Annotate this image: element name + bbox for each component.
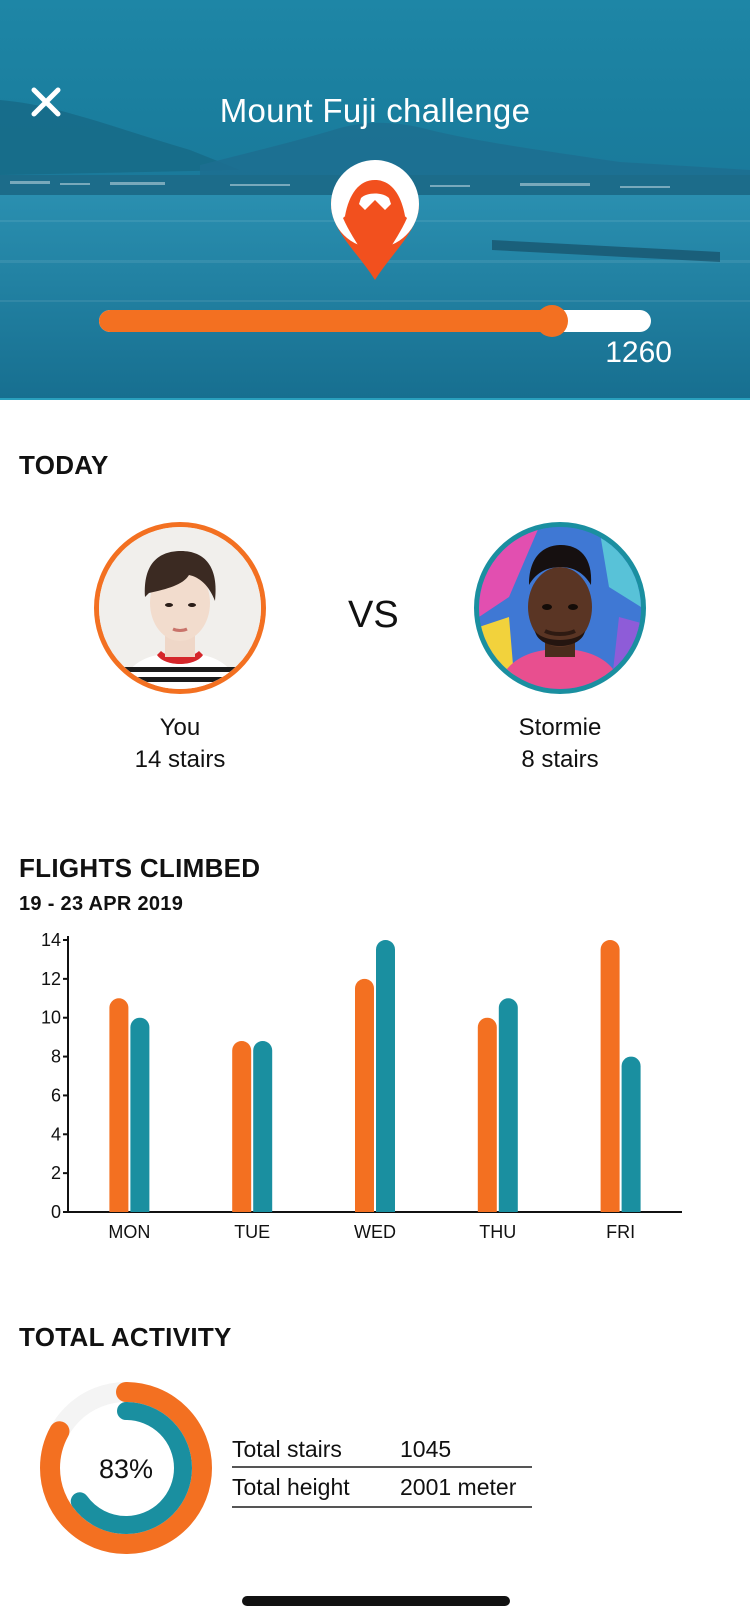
x-tick-label: THU bbox=[479, 1222, 516, 1242]
bar-wed-series-2 bbox=[376, 940, 395, 1212]
versus-label: VS bbox=[348, 594, 399, 636]
challenge-progress-bar bbox=[99, 305, 651, 337]
bar-fri-series-1 bbox=[600, 940, 620, 1212]
stat-label: Total stairs bbox=[232, 1435, 342, 1462]
bar-mon-series-2 bbox=[130, 1017, 150, 1212]
home-indicator[interactable] bbox=[242, 1596, 510, 1606]
close-icon bbox=[31, 87, 61, 117]
bar-fri-series-2 bbox=[621, 1056, 641, 1212]
close-button[interactable] bbox=[28, 84, 64, 120]
y-tick-label: 0 bbox=[51, 1202, 61, 1222]
x-tick-label: TUE bbox=[234, 1222, 270, 1242]
stat-value: 2001 meter bbox=[400, 1473, 517, 1500]
challenge-header: Mount Fuji challenge 1260 bbox=[0, 0, 750, 400]
y-tick-label: 4 bbox=[51, 1124, 61, 1144]
x-tick-label: WED bbox=[354, 1222, 396, 1242]
mountain-pin-icon bbox=[331, 160, 419, 280]
bar-tue-series-2 bbox=[253, 1041, 273, 1212]
donut-outer-arc bbox=[40, 1382, 212, 1554]
stat-value: 1045 bbox=[400, 1435, 452, 1462]
total-activity-title: TOTAL ACTIVITY bbox=[19, 1322, 232, 1352]
avatar-stormie[interactable] bbox=[474, 522, 646, 694]
player-stormie-stairs: 8 stairs bbox=[521, 746, 599, 773]
activity-stats-table: Total stairs 1045 Total height 2001 mete… bbox=[232, 1432, 532, 1508]
stat-row-height: Total height 2001 meter bbox=[232, 1468, 532, 1508]
donut-inner-arc bbox=[60, 1402, 192, 1534]
progress-knob bbox=[535, 305, 568, 337]
y-tick-label: 10 bbox=[41, 1008, 61, 1028]
avatar-you-image bbox=[99, 527, 261, 689]
bar-mon-series-1 bbox=[109, 998, 129, 1212]
today-title: TODAY bbox=[19, 450, 109, 480]
x-tick-label: FRI bbox=[606, 1222, 635, 1242]
activity-donut-chart bbox=[40, 1382, 212, 1554]
y-tick-label: 2 bbox=[51, 1163, 61, 1183]
player-stormie-name: Stormie bbox=[518, 714, 602, 741]
y-tick-label: 12 bbox=[41, 969, 61, 989]
flights-date-range: 19 - 23 APR 2019 bbox=[19, 893, 184, 915]
player-you: You 14 stairs bbox=[70, 712, 290, 776]
challenge-title: Mount Fuji challenge bbox=[219, 92, 531, 129]
x-tick-label: MON bbox=[108, 1222, 150, 1242]
player-you-name: You bbox=[159, 714, 201, 741]
bar-thu-series-1 bbox=[477, 1017, 497, 1212]
stat-row-stairs: Total stairs 1045 bbox=[232, 1432, 532, 1468]
y-tick-label: 14 bbox=[41, 930, 61, 950]
bar-wed-series-1 bbox=[355, 978, 374, 1212]
y-tick-label: 8 bbox=[51, 1047, 61, 1067]
progress-fill bbox=[99, 310, 552, 332]
bar-tue-series-1 bbox=[232, 1041, 252, 1212]
bar-thu-series-2 bbox=[498, 998, 518, 1212]
avatar-stormie-image bbox=[479, 527, 641, 689]
player-stormie: Stormie 8 stairs bbox=[450, 712, 670, 776]
avatar-you[interactable] bbox=[94, 522, 266, 694]
stat-label: Total height bbox=[232, 1473, 350, 1500]
activity-percent: 83% bbox=[98, 1454, 154, 1484]
flights-bar-chart: 0 2 4 6 8 10 12 14 MON TUE WED THU FRI bbox=[41, 930, 682, 1242]
y-tick-label: 6 bbox=[51, 1085, 61, 1105]
flights-title: FLIGHTS CLIMBED bbox=[19, 853, 261, 883]
player-you-stairs: 14 stairs bbox=[134, 746, 226, 773]
progress-value: 1260 bbox=[605, 336, 672, 369]
